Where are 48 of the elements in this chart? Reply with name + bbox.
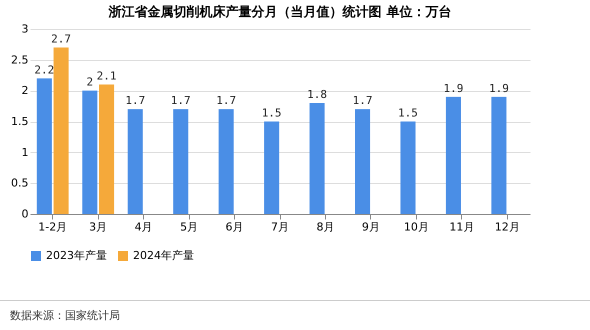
data-label: 2.1 xyxy=(96,70,116,82)
bar xyxy=(99,84,114,214)
data-label: 2 xyxy=(86,76,94,89)
x-tick-label: 1-2月 xyxy=(38,220,68,234)
x-tick-label: 3月 xyxy=(89,220,108,234)
x-tick-label: 7月 xyxy=(271,220,289,234)
data-label: 1.7 xyxy=(352,94,372,108)
x-tick-label: 5月 xyxy=(180,220,198,234)
bar xyxy=(218,109,234,214)
y-tick-label: 0 xyxy=(22,208,28,220)
bar xyxy=(173,109,188,214)
bar xyxy=(446,96,461,214)
x-tick-label: 11月 xyxy=(449,220,474,234)
chart-title: 浙江省金属切削机床产量分月（当月值）统计图 单位：万台 xyxy=(108,4,452,20)
bar xyxy=(310,103,325,214)
bar xyxy=(491,96,506,214)
y-tick-label: 3 xyxy=(22,22,28,36)
data-label: 1.9 xyxy=(488,82,509,95)
bar xyxy=(128,109,143,214)
x-tick-label: 4月 xyxy=(134,220,153,234)
source-note: 数据来源：国家统计局 xyxy=(10,308,120,323)
y-tick-label: 2 xyxy=(22,84,28,98)
x-tick-label: 6月 xyxy=(226,220,244,234)
y-tick-label: 2.5 xyxy=(11,53,28,66)
data-label: 1.7 xyxy=(170,94,191,108)
data-label: 2.7 xyxy=(51,32,72,46)
bar xyxy=(400,122,416,214)
x-tick-label: 9月 xyxy=(362,220,380,234)
data-label: 2.2 xyxy=(34,63,54,76)
data-label: 1.7 xyxy=(216,94,236,108)
legend-label: 2024年产量 xyxy=(133,249,194,262)
bar xyxy=(82,90,98,214)
bar xyxy=(355,109,370,214)
x-tick-label: 12月 xyxy=(494,220,520,234)
bar xyxy=(264,122,280,214)
data-label: 1.5 xyxy=(398,106,418,120)
x-tick-label: 8月 xyxy=(316,220,334,234)
y-tick-label: 1 xyxy=(22,146,28,159)
legend-label: 2023年产量 xyxy=(46,249,107,262)
bar xyxy=(36,78,52,214)
data-label: 1.5 xyxy=(262,106,282,120)
y-tick-label: 0.5 xyxy=(11,176,28,190)
data-label: 1.7 xyxy=(125,94,146,108)
data-label: 1.9 xyxy=(444,82,464,95)
y-tick-label: 1.5 xyxy=(11,115,28,128)
data-label: 1.8 xyxy=(307,88,328,101)
bar xyxy=(54,48,69,214)
x-tick-label: 10月 xyxy=(404,220,429,234)
